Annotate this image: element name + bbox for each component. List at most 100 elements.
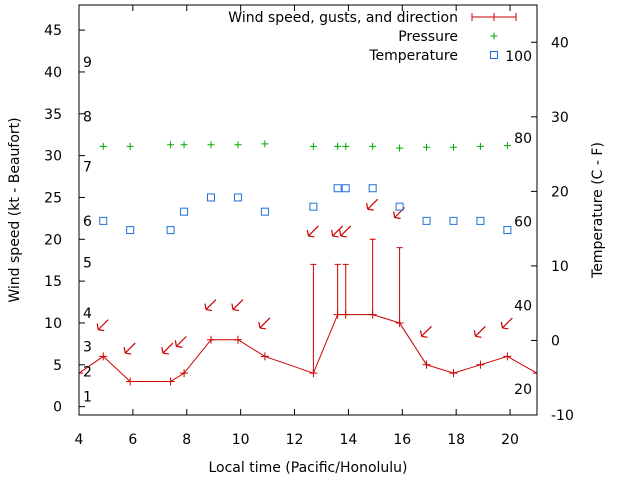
y-left-tick-label: 35 — [44, 107, 62, 123]
temperature-point — [333, 184, 342, 193]
pressure-point — [309, 142, 317, 150]
pressure-point — [334, 142, 342, 150]
x-tick-label: 6 — [128, 432, 137, 448]
wind-point — [503, 352, 512, 361]
y-left-tick-label: 40 — [44, 65, 62, 81]
beaufort-label: 3 — [83, 339, 92, 355]
wind-point — [422, 360, 431, 369]
y-left-tick-label: 45 — [44, 23, 62, 39]
fahrenheit-label: 100 — [505, 49, 532, 65]
wind-point — [126, 377, 135, 386]
y-right-tick-label: 20 — [551, 184, 569, 200]
wind-direction-arrow — [419, 325, 432, 338]
temperature-point — [207, 193, 216, 202]
pressure-point — [342, 142, 350, 150]
wind-point — [166, 377, 175, 386]
pressure-point — [180, 141, 188, 149]
temperature-point — [180, 207, 189, 216]
beaufort-label: 2 — [83, 364, 92, 380]
gust-bar — [342, 263, 349, 315]
x-tick-label: 14 — [339, 432, 357, 448]
legend: Wind speed, gusts, and direction Pressure… — [228, 10, 517, 64]
legend-label: Wind speed, gusts, and direction — [228, 10, 458, 26]
pressure-point — [207, 141, 215, 149]
wind-direction-arrow — [204, 299, 217, 312]
beaufort-label: 4 — [83, 306, 92, 322]
pressure-point — [369, 142, 377, 150]
legend-label: Temperature — [368, 48, 458, 64]
wind-direction-arrow — [339, 225, 352, 238]
temperature-point — [395, 202, 404, 211]
axis-labels: 4 6 8 10 12 14 16 18 20051015202530354045-100102… — [7, 23, 606, 476]
pressure-point — [449, 143, 457, 151]
beaufort-label: 5 — [83, 256, 92, 272]
pressure-point — [423, 143, 431, 151]
wind-direction-arrow — [366, 198, 379, 211]
y-left-tick-label: 15 — [44, 274, 62, 290]
legend-label: Pressure — [398, 29, 458, 45]
gust-bar — [369, 238, 376, 315]
y-right-axis-title: Temperature (C - F) — [590, 142, 606, 279]
wind-direction-arrow — [306, 225, 319, 238]
y-right-tick-label: -10 — [551, 408, 574, 424]
temperature-point — [476, 216, 485, 225]
fahrenheit-label: 60 — [514, 215, 532, 231]
series-group — [79, 140, 537, 386]
gust-bar — [310, 263, 317, 374]
y-right-tick-label: 10 — [551, 259, 569, 275]
temperature-point — [233, 193, 242, 202]
wind-point — [180, 369, 189, 378]
beaufort-label: 8 — [83, 109, 92, 125]
wind-point — [449, 369, 458, 378]
wind-point — [233, 335, 242, 344]
legend-temperature-key — [490, 51, 498, 59]
wind-point — [99, 352, 108, 361]
x-tick-label: 8 — [182, 432, 191, 448]
y-left-tick-label: 30 — [44, 149, 62, 165]
beaufort-label: 9 — [83, 55, 92, 71]
wind-point — [207, 335, 216, 344]
y-left-tick-label: 20 — [44, 232, 62, 248]
fahrenheit-label: 40 — [514, 298, 532, 314]
temperature-point — [368, 184, 377, 193]
x-tick-label: 18 — [447, 432, 465, 448]
y-right-tick-label: 40 — [551, 35, 569, 51]
y-left-tick-label: 5 — [53, 358, 62, 374]
pressure-point — [126, 142, 134, 150]
temperature-point — [126, 226, 135, 235]
wind-direction-arrow — [331, 225, 344, 238]
wind-direction-arrow — [500, 317, 513, 330]
beaufort-label: 1 — [83, 390, 92, 406]
y-left-tick-label: 0 — [53, 400, 62, 416]
pressure-point — [167, 141, 175, 149]
wind-direction-arrow — [161, 342, 174, 355]
wind-speed-line — [79, 314, 537, 383]
wind-direction-arrow — [174, 335, 187, 348]
temperature-point — [341, 184, 350, 193]
x-tick-label: 20 — [501, 432, 519, 448]
plot-area — [79, 140, 537, 386]
y-left-axis-title: Wind speed (kt - Beaufort) — [7, 117, 23, 302]
gust-bar — [396, 247, 403, 323]
x-axis-title: Local time (Pacific/Honolulu) — [208, 460, 407, 476]
wind-direction-arrow — [96, 319, 109, 332]
x-tick-label: 16 — [393, 432, 411, 448]
fahrenheit-label: 20 — [514, 382, 532, 398]
temperature-point — [260, 207, 269, 216]
plot-frame — [78, 4, 538, 416]
temperature-point — [99, 216, 108, 225]
legend-pressure-key — [490, 32, 498, 40]
x-tick-label: 10 — [232, 432, 250, 448]
y-left-tick-label: 25 — [44, 190, 62, 206]
pressure-point — [396, 144, 404, 152]
wind-direction-arrow — [123, 342, 136, 355]
pressure-point — [99, 142, 107, 150]
wind-point — [260, 352, 269, 361]
wind-point — [476, 360, 485, 369]
wind-point — [533, 369, 537, 378]
wind-point — [79, 369, 83, 378]
temperature-point — [503, 226, 512, 235]
wind-direction-arrow — [231, 299, 244, 312]
pressure-point — [503, 142, 511, 150]
